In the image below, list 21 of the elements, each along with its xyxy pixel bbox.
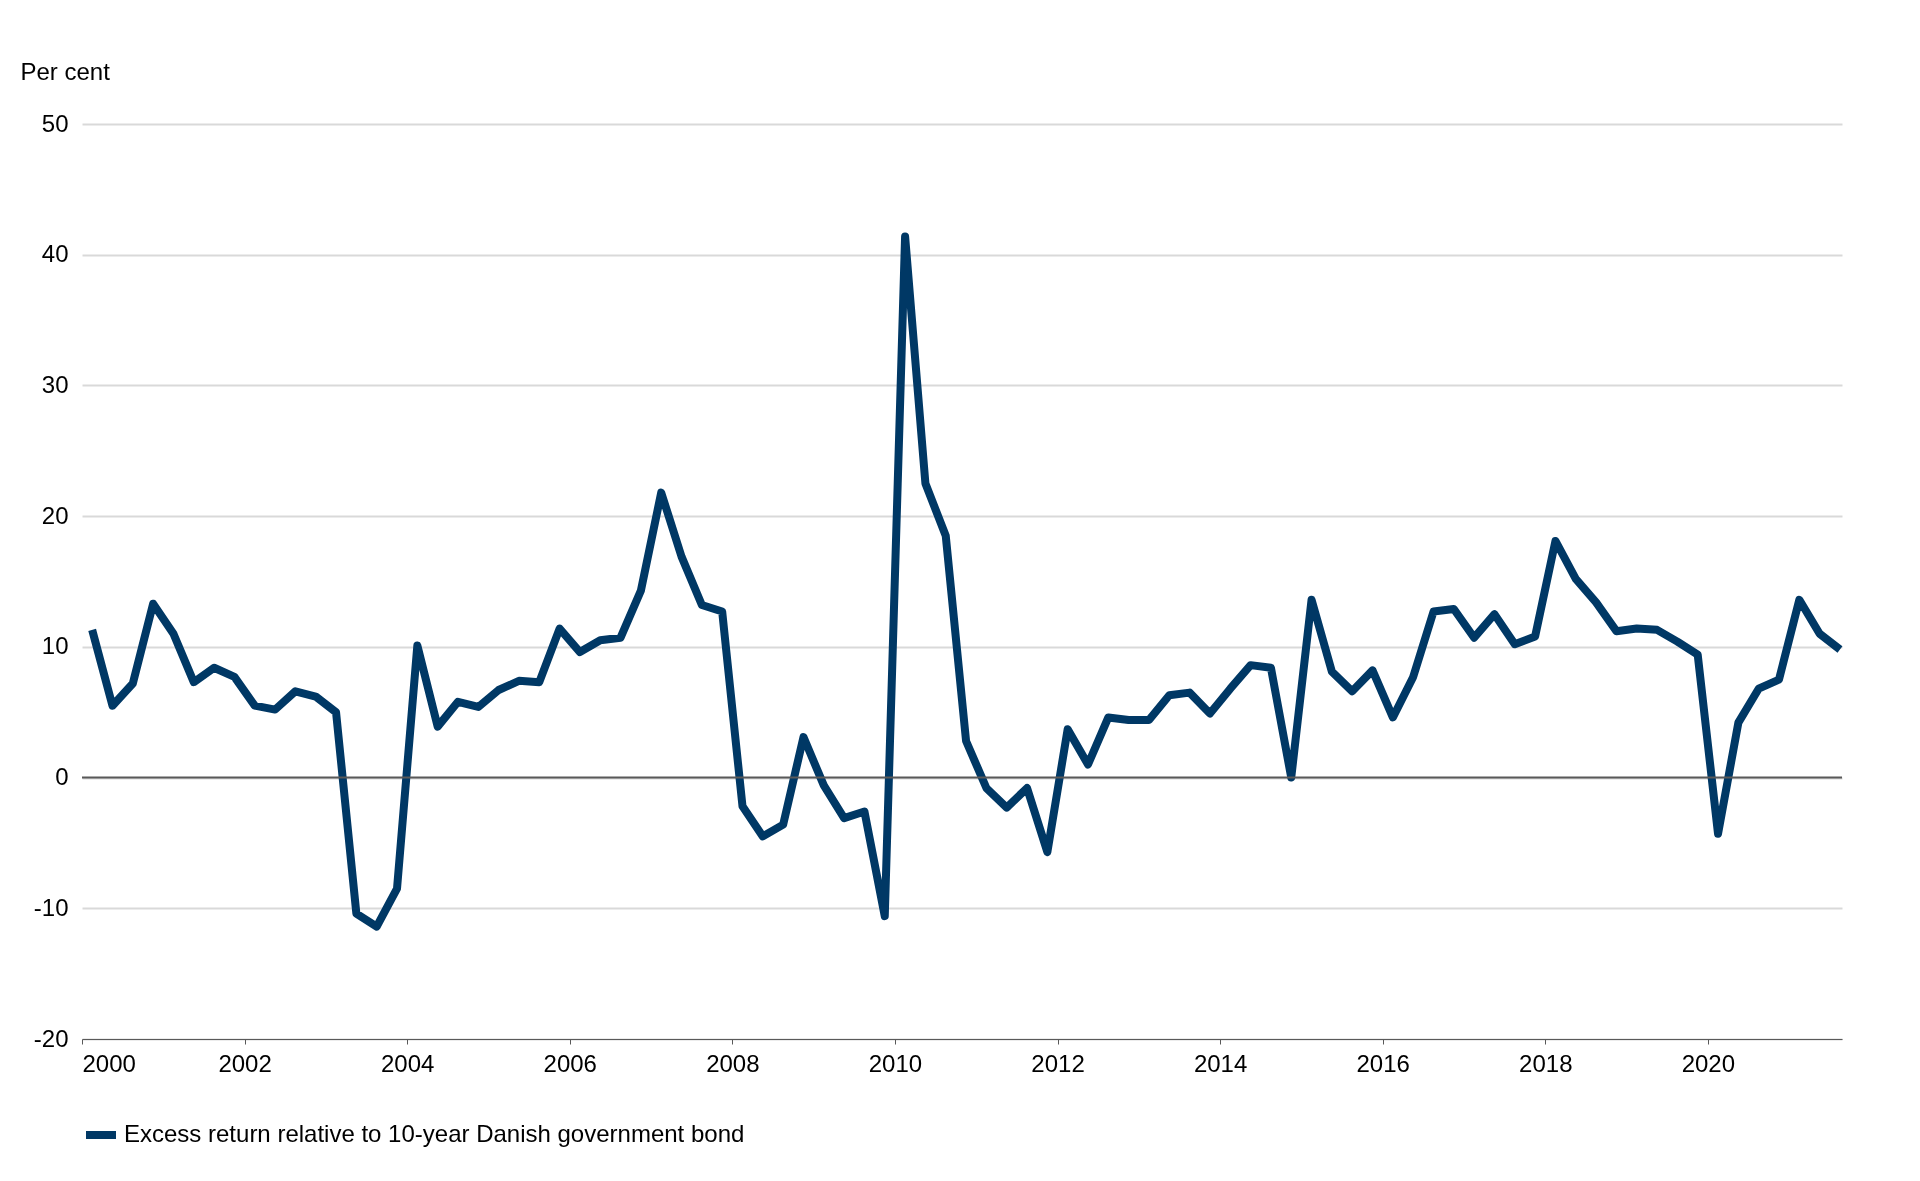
x-tick-label: 2006 bbox=[543, 1049, 597, 1077]
y-tick-label: 10 bbox=[41, 632, 69, 660]
x-tick-label: 2002 bbox=[218, 1049, 272, 1077]
x-tick-label: 2018 bbox=[1519, 1049, 1573, 1077]
x-tick-label: 2020 bbox=[1681, 1049, 1736, 1077]
y-tick-label: 0 bbox=[55, 763, 69, 791]
x-tick-label: 2016 bbox=[1356, 1049, 1410, 1077]
x-tick-label: 2000 bbox=[82, 1049, 136, 1077]
y-tick-label: -20 bbox=[33, 1024, 69, 1052]
y-tick-label: 40 bbox=[41, 240, 69, 268]
y-axis-title: Per cent bbox=[20, 57, 111, 85]
x-tick-label: 2004 bbox=[380, 1049, 435, 1077]
x-tick-label: 2010 bbox=[868, 1049, 923, 1077]
x-tick-label: 2014 bbox=[1193, 1049, 1248, 1077]
y-tick-label: -10 bbox=[33, 893, 69, 921]
y-tick-label: 20 bbox=[41, 501, 69, 529]
y-tick-label: 50 bbox=[41, 109, 69, 137]
x-tick-label: 2012 bbox=[1031, 1049, 1085, 1077]
y-tick-label: 30 bbox=[41, 370, 69, 398]
legend-label: Excess return relative to 10-year Danish government bond bbox=[124, 1120, 745, 1147]
x-tick-label: 2008 bbox=[706, 1049, 760, 1077]
